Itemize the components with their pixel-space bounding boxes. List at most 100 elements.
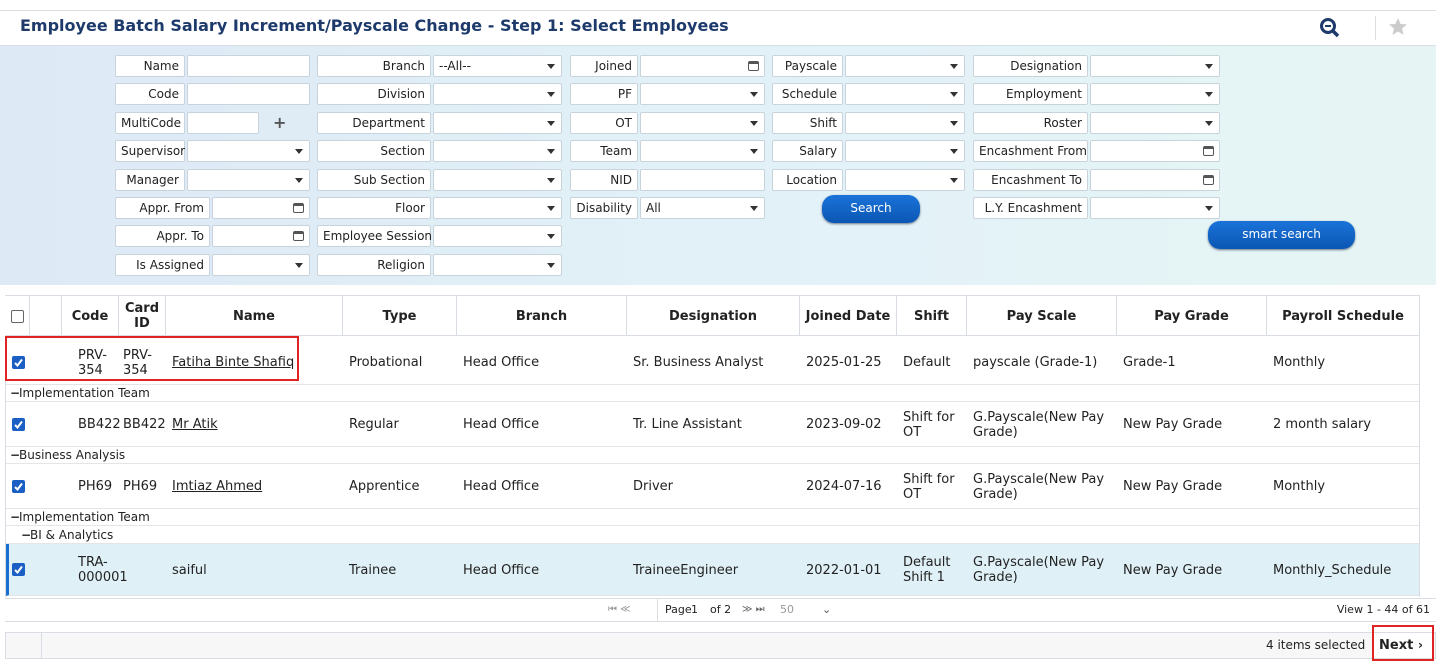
page-size[interactable]: 50 <box>780 603 794 616</box>
cell: BB422 <box>78 417 121 432</box>
filter-label: Encashment To <box>973 168 1088 191</box>
filter-label: Branch <box>317 55 431 77</box>
top-rule <box>0 10 1436 11</box>
filter-panel <box>0 45 1436 285</box>
filter-input[interactable] <box>1090 83 1220 106</box>
row-checkbox[interactable] <box>12 355 25 369</box>
search-button[interactable]: Search <box>822 195 920 223</box>
filter-input[interactable] <box>640 55 765 77</box>
filter-input[interactable] <box>845 111 965 134</box>
cell <box>119 544 166 596</box>
filter-input[interactable] <box>433 168 562 191</box>
footer-bar <box>5 632 1436 659</box>
filter-input[interactable] <box>187 168 310 191</box>
filter-input[interactable] <box>433 225 562 248</box>
filter-input[interactable] <box>187 111 259 134</box>
filter-input[interactable] <box>1090 55 1220 77</box>
filter-input[interactable] <box>845 55 965 77</box>
cell: Default <box>903 355 951 370</box>
view-range: View 1 - 44 of 61 <box>1336 603 1430 616</box>
smart-search-text: smart search <box>1242 227 1321 241</box>
filter-input[interactable] <box>433 140 562 163</box>
filter-input[interactable] <box>433 253 562 276</box>
caret <box>950 64 958 69</box>
filter-input[interactable] <box>187 55 310 77</box>
next-button[interactable]: Next › <box>1374 633 1432 658</box>
cell: Head Office <box>463 479 540 494</box>
filter-label: Encashment From <box>973 140 1088 163</box>
caret <box>295 177 303 183</box>
filter-label: Salary <box>772 140 843 163</box>
filter-input[interactable] <box>845 140 965 163</box>
group-toggle[interactable]: − <box>10 510 21 524</box>
cell: Shift for OT <box>903 409 955 440</box>
employee-name[interactable]: Fatiha Binte Shafiq <box>172 355 295 370</box>
cell: PRV-354 <box>78 347 107 378</box>
filter-input[interactable] <box>212 225 310 248</box>
filter-input[interactable] <box>433 83 562 106</box>
row-checkbox[interactable] <box>12 479 25 493</box>
filter-input[interactable] <box>433 197 562 219</box>
check <box>14 420 23 429</box>
filter-input[interactable] <box>640 111 765 134</box>
search-icon[interactable] <box>1318 16 1342 40</box>
favorite-icon[interactable] <box>1388 17 1408 37</box>
page-number[interactable]: 1 <box>691 603 698 616</box>
employee-name[interactable]: Imtiaz Ahmed <box>172 479 263 494</box>
cell: New Pay Grade <box>1123 562 1223 578</box>
filter-input[interactable] <box>640 168 765 191</box>
filter-input[interactable] <box>1090 111 1220 134</box>
filter-label: Sub Section <box>317 168 431 191</box>
filter-label: Payscale <box>772 55 843 77</box>
employee-name[interactable]: Mr Atik <box>172 417 218 432</box>
caret <box>1205 64 1213 69</box>
cell: Tr. Line Assistant <box>633 417 742 432</box>
filter-input[interactable]: All <box>640 197 765 219</box>
filter-input[interactable] <box>187 140 310 163</box>
filter-input[interactable] <box>1090 168 1220 191</box>
caret <box>547 149 555 155</box>
column-header: Type <box>343 296 457 336</box>
filter-input[interactable]: --All-- <box>433 55 562 77</box>
caret <box>547 234 555 240</box>
group-toggle[interactable]: − <box>21 528 32 542</box>
row-checkbox[interactable] <box>12 417 25 431</box>
filter-input[interactable] <box>212 253 310 276</box>
employee-name[interactable]: saiful <box>172 562 207 578</box>
row-checkbox[interactable] <box>12 563 25 576</box>
cell: New Pay Grade <box>1123 479 1223 494</box>
filter-label: Employee Session <box>317 225 432 248</box>
filter-input[interactable] <box>187 83 310 106</box>
filter-input[interactable] <box>640 140 765 163</box>
pager-nav: ⏮ ≪ <box>608 604 631 615</box>
group-toggle[interactable]: − <box>10 386 21 400</box>
filter-input[interactable] <box>433 111 562 134</box>
group-row <box>6 526 1419 544</box>
cell: New Pay Grade <box>1123 417 1223 432</box>
calendar-icon <box>1203 174 1214 185</box>
filter-label: NID <box>570 168 638 191</box>
caret <box>547 64 555 69</box>
filter-label: Schedule <box>772 83 843 106</box>
smart-search-button[interactable]: smart search <box>1208 221 1355 249</box>
filter-input[interactable] <box>845 83 965 106</box>
filter-input[interactable] <box>640 83 765 106</box>
column-header: Shift <box>897 296 967 336</box>
cell: 2023-09-02 <box>806 417 882 432</box>
filter-label: Floor <box>317 197 431 219</box>
caret <box>1205 92 1213 98</box>
filter-label: Is Assigned <box>115 253 210 276</box>
filter-input[interactable] <box>1090 197 1220 219</box>
group-toggle[interactable]: − <box>10 448 21 462</box>
filter-input[interactable] <box>845 168 965 191</box>
group-label: Business Analysis <box>19 448 126 462</box>
cell: Apprentice <box>349 479 420 494</box>
filter-input[interactable] <box>212 197 310 219</box>
filter-input[interactable] <box>1090 140 1220 163</box>
caret <box>547 92 555 98</box>
group-row <box>6 385 1419 402</box>
caret <box>547 177 555 183</box>
column-header: Designation <box>627 296 800 336</box>
header-checkbox[interactable] <box>11 310 24 323</box>
caret <box>950 92 958 98</box>
